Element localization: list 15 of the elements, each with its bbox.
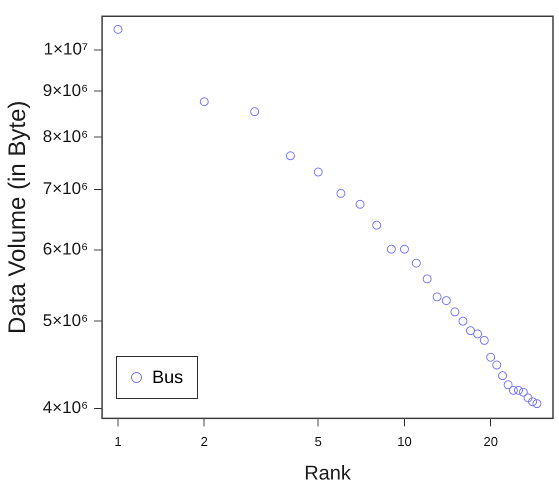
y-tick-label: 9×10⁶ (42, 80, 88, 100)
x-tick-label: 10 (397, 434, 412, 449)
y-tick-label: 8×10⁶ (42, 126, 88, 146)
x-tick-label: 1 (114, 434, 122, 449)
legend-label: Bus (152, 367, 184, 388)
x-axis-title: Rank (304, 462, 352, 485)
y-tick-label: 1×10⁷ (44, 40, 88, 59)
y-tick-label: 5×10⁶ (42, 310, 88, 330)
x-tick-label: 20 (483, 434, 498, 449)
y-axis-title: Data Volume (in Byte) (4, 100, 32, 334)
y-tick-label: 7×10⁶ (42, 179, 88, 198)
y-tick-label: 6×10⁶ (42, 240, 88, 259)
x-tick-label: 2 (200, 434, 208, 449)
x-tick-label: 5 (314, 434, 322, 449)
y-tick-label: 4×10⁶ (42, 398, 88, 418)
